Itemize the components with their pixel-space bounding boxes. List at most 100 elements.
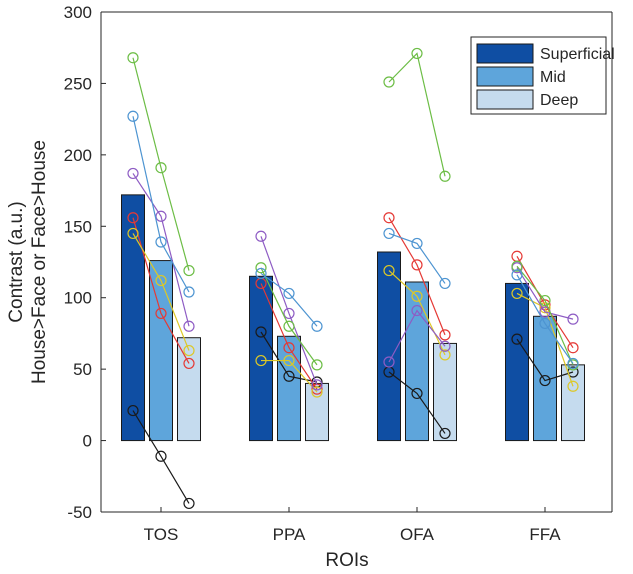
- subject-point: [127, 212, 139, 224]
- subject-line: [260, 283, 318, 390]
- bar-deep-ffa: [561, 364, 585, 442]
- bar-deep-tos: [177, 337, 201, 442]
- subject-point: [127, 110, 139, 122]
- subject-point: [411, 387, 423, 400]
- bar-mid-tos: [149, 260, 173, 442]
- subject-line: [516, 274, 574, 364]
- subject-line: [132, 57, 190, 271]
- y-tick-label: -50: [67, 503, 92, 522]
- legend-label-mid: Mid: [540, 69, 566, 86]
- subject-point: [511, 333, 523, 345]
- legend: Superficial Mid Deep: [470, 36, 615, 115]
- subject-point: [283, 354, 295, 367]
- subject-point: [411, 304, 423, 317]
- subject-point: [383, 227, 395, 240]
- subject-line: [516, 255, 574, 349]
- subject-point: [155, 210, 167, 222]
- subject-point: [439, 170, 451, 182]
- subject-point: [255, 262, 267, 274]
- subject-line: [388, 217, 446, 336]
- subject-line: [260, 267, 318, 366]
- subject-point: [511, 287, 523, 300]
- subject-point: [439, 340, 451, 352]
- subject-line: [132, 410, 190, 504]
- bar-mid-ffa: [533, 315, 557, 442]
- legend-swatch-superficial: [476, 43, 534, 64]
- legend-swatch-deep: [476, 89, 534, 110]
- subject-point: [311, 386, 323, 398]
- subject-point: [383, 356, 395, 368]
- subject-point: [411, 47, 423, 60]
- subject-point: [255, 267, 267, 280]
- y-axis-label-line-1: Contrast (a.u.): [6, 201, 27, 322]
- y-tick-label: 150: [64, 217, 92, 236]
- subject-point: [411, 237, 423, 250]
- subject-line: [132, 116, 190, 293]
- subject-point: [511, 260, 523, 272]
- subject-line: [388, 309, 446, 363]
- subject-point: [383, 264, 395, 277]
- x-tick-label-tos: TOS: [144, 525, 179, 544]
- subject-point: [155, 162, 167, 174]
- subject-point: [439, 349, 451, 361]
- subject-point: [383, 76, 395, 88]
- subject-line: [516, 292, 574, 387]
- y-tick-label: 50: [73, 360, 92, 379]
- subject-line: [260, 236, 318, 386]
- legend-label-superficial: Superficial: [540, 46, 615, 63]
- subject-point: [411, 259, 423, 271]
- subject-line: [260, 272, 318, 327]
- subject-point: [511, 269, 523, 281]
- legend-label-deep: Deep: [540, 92, 578, 109]
- subject-point: [539, 302, 551, 314]
- y-axis-label-line-2: House>Face or Face>House: [29, 140, 50, 384]
- y-tick-label: 300: [64, 3, 92, 22]
- subject-point: [255, 354, 267, 367]
- bar-mid-ppa: [277, 335, 301, 442]
- subject-point: [283, 370, 295, 382]
- subject-point: [311, 320, 323, 332]
- subject-point: [183, 497, 195, 510]
- subject-line: [132, 233, 190, 351]
- subject-point: [539, 317, 551, 330]
- subject-point: [567, 357, 579, 370]
- x-tick-label-ofa: OFA: [400, 525, 435, 544]
- subject-point: [283, 342, 295, 354]
- bar-deep-ofa: [433, 342, 457, 442]
- y-axis-label-group: Contrast (a.u.) House>Face or Face>House: [6, 140, 50, 384]
- subject-point: [127, 52, 139, 64]
- y-tick-label: 100: [64, 289, 92, 308]
- subject-line: [388, 371, 446, 434]
- x-axis-label: ROIs: [325, 550, 368, 571]
- subject-point: [155, 236, 167, 248]
- subject-point: [311, 379, 323, 391]
- subject-point: [567, 342, 579, 354]
- subject-point: [155, 450, 167, 462]
- bar-superficial-ppa: [249, 275, 273, 442]
- subject-line: [388, 232, 446, 284]
- subject-point: [311, 359, 323, 371]
- subject-point: [183, 357, 195, 370]
- subject-point: [127, 167, 139, 180]
- x-tick-label-ppa: PPA: [273, 525, 306, 544]
- subject-point: [383, 212, 395, 224]
- subject-line: [516, 338, 574, 382]
- subject-point: [183, 264, 195, 277]
- subject-point: [183, 344, 195, 357]
- legend-swatch-mid: [476, 66, 534, 87]
- subject-point: [127, 404, 139, 417]
- bar-superficial-ffa: [505, 282, 529, 442]
- subject-point: [255, 326, 267, 338]
- subject-point: [155, 274, 167, 287]
- subject-line: [388, 52, 446, 177]
- subject-point: [183, 320, 195, 332]
- subject-point: [127, 227, 139, 240]
- y-tick-label: 200: [64, 146, 92, 165]
- x-tick-label-ffa: FFA: [529, 525, 561, 544]
- subject-point: [439, 277, 451, 290]
- subject-line: [261, 359, 318, 393]
- y-tick-label: 250: [64, 74, 92, 93]
- subject-line: [516, 267, 574, 320]
- subject-line: [132, 173, 190, 327]
